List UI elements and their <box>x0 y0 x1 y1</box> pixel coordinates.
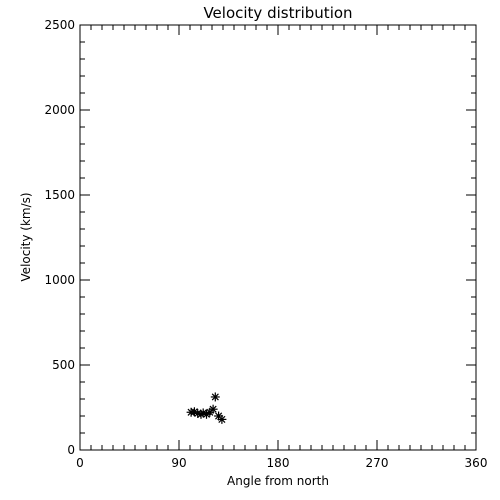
asterisk-stroke <box>211 393 219 401</box>
y-tick-label: 0 <box>67 443 75 457</box>
chart-title: Velocity distribution <box>203 4 352 22</box>
x-tick-label: 0 <box>76 456 84 470</box>
asterisk-stroke <box>218 415 226 423</box>
y-tick-label: 2500 <box>44 18 75 32</box>
y-tick-label: 1500 <box>44 188 75 202</box>
x-axis-label: Angle from north <box>227 474 329 488</box>
x-tick-label: 270 <box>366 456 389 470</box>
data-point <box>208 404 218 414</box>
data-point <box>217 414 227 424</box>
y-tick-label: 1000 <box>44 273 75 287</box>
plot-frame <box>79 24 477 451</box>
y-tick-label: 2000 <box>44 103 75 117</box>
asterisk-stroke <box>215 412 223 420</box>
x-tick-label: 360 <box>465 456 488 470</box>
x-tick-label: 180 <box>267 456 290 470</box>
axis-ticks <box>79 24 477 451</box>
data-points <box>186 392 227 424</box>
x-tick-label: 90 <box>171 456 186 470</box>
asterisk-stroke <box>194 409 202 418</box>
y-tick-label: 500 <box>52 358 75 372</box>
data-point <box>210 392 220 402</box>
y-axis-label: Velocity (km/s) <box>19 192 33 281</box>
asterisk-stroke <box>190 408 198 416</box>
axis-tick-labels: 0 90 180 270 360 0 500 1000 1500 2000 2500 <box>44 18 487 470</box>
asterisk-stroke <box>209 405 217 413</box>
asterisk-stroke <box>199 409 207 417</box>
